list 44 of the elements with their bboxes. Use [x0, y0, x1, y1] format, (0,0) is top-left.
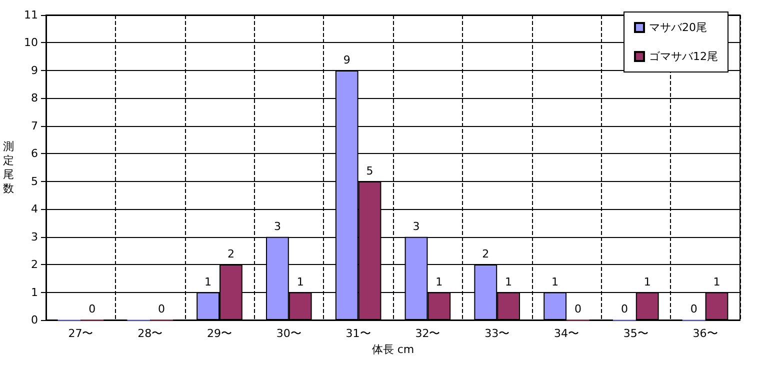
y-tick-label: 1 [31, 286, 38, 299]
data-label: 9 [343, 53, 350, 66]
x-tick-label: 30〜 [276, 327, 302, 340]
x-tick-label: 31〜 [346, 327, 371, 340]
y-axis-title: 測定尾数 [3, 140, 14, 195]
y-tick-label: 6 [31, 147, 38, 160]
data-label: 1 [713, 275, 720, 288]
y-tick-label: 2 [31, 258, 38, 272]
x-tick-label: 29〜 [207, 327, 232, 340]
legend-label: ゴマサバ12尾 [649, 50, 718, 63]
x-tick-label: 36〜 [692, 327, 718, 340]
y-tick-label: 4 [31, 202, 38, 216]
x-tick-label: 34〜 [554, 327, 579, 340]
data-label: 1 [644, 275, 651, 288]
data-label: 1 [552, 275, 559, 288]
data-label: 3 [412, 220, 420, 233]
data-label: 0 [690, 302, 698, 316]
y-tick-label: 10 [24, 36, 38, 50]
x-tick-label: 27〜 [68, 327, 94, 340]
y-tick-label: 5 [31, 174, 38, 188]
y-tick-label: 11 [24, 8, 38, 22]
x-axis-title: 体長 cm [372, 343, 414, 356]
data-label: 1 [505, 275, 512, 288]
x-tick-label: 28〜 [138, 327, 163, 340]
y-tick-label: 3 [31, 230, 38, 244]
data-label: 0 [158, 302, 166, 316]
data-label: 1 [296, 275, 304, 288]
x-tick-label: 32〜 [415, 327, 440, 340]
data-label: 0 [620, 302, 628, 316]
data-label: 0 [88, 302, 96, 316]
y-tick-label: 0 [31, 314, 38, 326]
data-label: 1 [436, 275, 443, 288]
y-tick-label: 7 [31, 119, 38, 132]
legend-label: マサバ20尾 [649, 21, 708, 34]
data-label: 2 [227, 248, 234, 261]
y-tick-label: 8 [31, 92, 38, 105]
data-label: 1 [204, 275, 212, 288]
data-label: 5 [366, 164, 374, 178]
x-tick-label: 33〜 [484, 327, 510, 340]
x-tick-label: 35〜 [623, 327, 648, 340]
data-label: 3 [274, 220, 281, 233]
data-label: 0 [574, 302, 582, 316]
data-label: 2 [482, 248, 490, 261]
y-tick-label: 9 [31, 64, 38, 77]
